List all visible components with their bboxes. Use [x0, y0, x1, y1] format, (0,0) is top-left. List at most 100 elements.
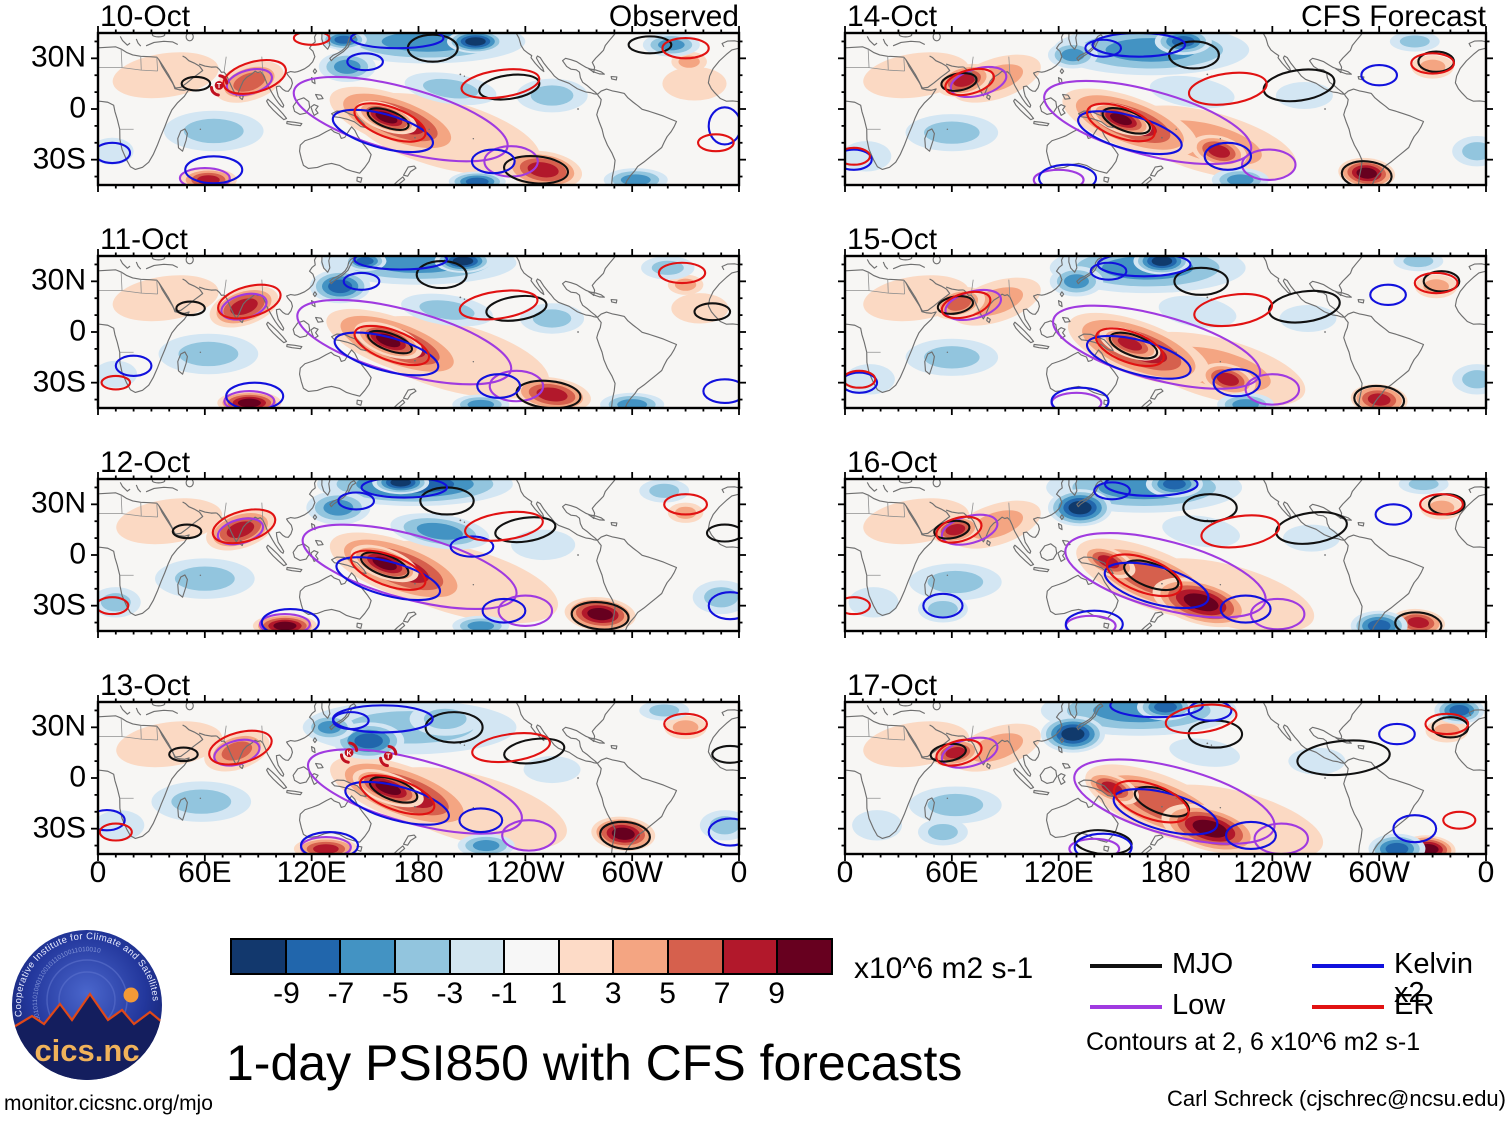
coastline [316, 763, 323, 768]
legend-line-low [1090, 1005, 1162, 1009]
coastline [1358, 300, 1364, 303]
coastline [516, 256, 597, 317]
coastline [946, 733, 963, 736]
contour-low [258, 613, 311, 631]
contour-kelvin [335, 556, 442, 602]
coastline [611, 746, 617, 749]
island-dot [459, 296, 462, 299]
coastline [311, 524, 315, 530]
panel-14-oct: 14-Oct CFS Forecast [838, 0, 1493, 192]
coastline [267, 99, 287, 119]
lon-tick-label: 0 [1477, 856, 1495, 889]
contour-kelvin [1212, 368, 1261, 398]
coastline [178, 575, 188, 597]
contour-mjo [175, 300, 206, 317]
island-dot [472, 361, 475, 363]
coastline [867, 36, 925, 46]
coastline [330, 35, 356, 61]
contour-er [464, 510, 544, 542]
coastline [1034, 567, 1049, 571]
lat-tick-label: 30N [30, 486, 86, 520]
coastline [267, 545, 287, 565]
coastline [1310, 256, 1363, 317]
island-dot [1161, 805, 1163, 808]
coastline [845, 716, 936, 839]
coastline [1014, 545, 1034, 565]
coastline [597, 758, 677, 854]
panel-16-oct: 16-Oct [838, 446, 1493, 638]
coastline [1079, 780, 1114, 797]
black-sea-outline [152, 478, 164, 482]
tropical-cyclone-icon: K [339, 741, 359, 764]
coastline [1104, 177, 1109, 182]
contour-mjo [478, 73, 541, 101]
coastline [589, 292, 605, 297]
coastline [1069, 33, 1077, 49]
coastline [1058, 774, 1065, 785]
panel-date: 12-Oct [100, 446, 191, 479]
island-dot [199, 574, 202, 576]
coastline [708, 48, 739, 102]
coastline [1469, 41, 1486, 47]
contour-mjo [1394, 611, 1443, 631]
contour-low [488, 369, 545, 403]
coastline [1040, 98, 1057, 115]
coastline [925, 129, 935, 151]
coastline [1469, 710, 1486, 716]
contour-er [222, 58, 287, 95]
island-dot [1210, 744, 1213, 746]
coastline [404, 389, 416, 399]
coastline [1344, 89, 1424, 185]
coastline [322, 256, 330, 272]
contour-kelvin [1073, 832, 1133, 854]
contour-low [1249, 597, 1306, 631]
lat-tick-label: 30N [30, 40, 86, 74]
lon-tick-label: 180 [393, 856, 444, 889]
contour-mjo [424, 711, 484, 744]
coastline [1034, 121, 1049, 125]
contour-kelvin [333, 331, 440, 377]
coastline [516, 702, 597, 763]
caspian-sea-outline [186, 33, 193, 41]
coastline [313, 292, 316, 297]
contour-mjo [171, 523, 203, 540]
contour-er [98, 596, 130, 616]
coastline [925, 352, 935, 374]
contour-er [1413, 271, 1459, 295]
lat-tick-label: 0 [69, 91, 86, 125]
map-svg: T [91, 26, 746, 192]
contour-er [292, 33, 331, 46]
coastline [845, 270, 936, 393]
contour-er [1424, 712, 1470, 736]
coastline [98, 47, 189, 170]
country-borders [98, 718, 263, 798]
contour-er [208, 729, 273, 766]
coastline [845, 493, 936, 616]
coastline [287, 567, 302, 571]
contour-low [501, 819, 557, 852]
coastline [332, 557, 367, 574]
column-header-observed: Observed [608, 0, 739, 33]
colorbar-cell [614, 940, 670, 973]
island-dot [1161, 136, 1163, 139]
coastline [98, 716, 189, 839]
colorbar-tick-label: 9 [768, 977, 785, 1010]
island-dot [577, 108, 579, 110]
coastline [708, 717, 739, 771]
coastline [199, 287, 216, 290]
colorbar-tick-label: 5 [659, 977, 676, 1010]
lon-tick-label: 0 [730, 856, 748, 889]
coastline [1455, 494, 1486, 548]
island-dot [946, 351, 949, 353]
coastline [1310, 479, 1363, 540]
contour-kelvin [845, 148, 873, 171]
coastline [946, 510, 963, 513]
colorbar-tick-label: -9 [273, 977, 300, 1010]
coastline [1058, 105, 1065, 116]
country-borders [98, 272, 263, 352]
country-borders [845, 49, 1010, 129]
coastline [1040, 544, 1057, 561]
axis-ticks [838, 472, 1493, 638]
